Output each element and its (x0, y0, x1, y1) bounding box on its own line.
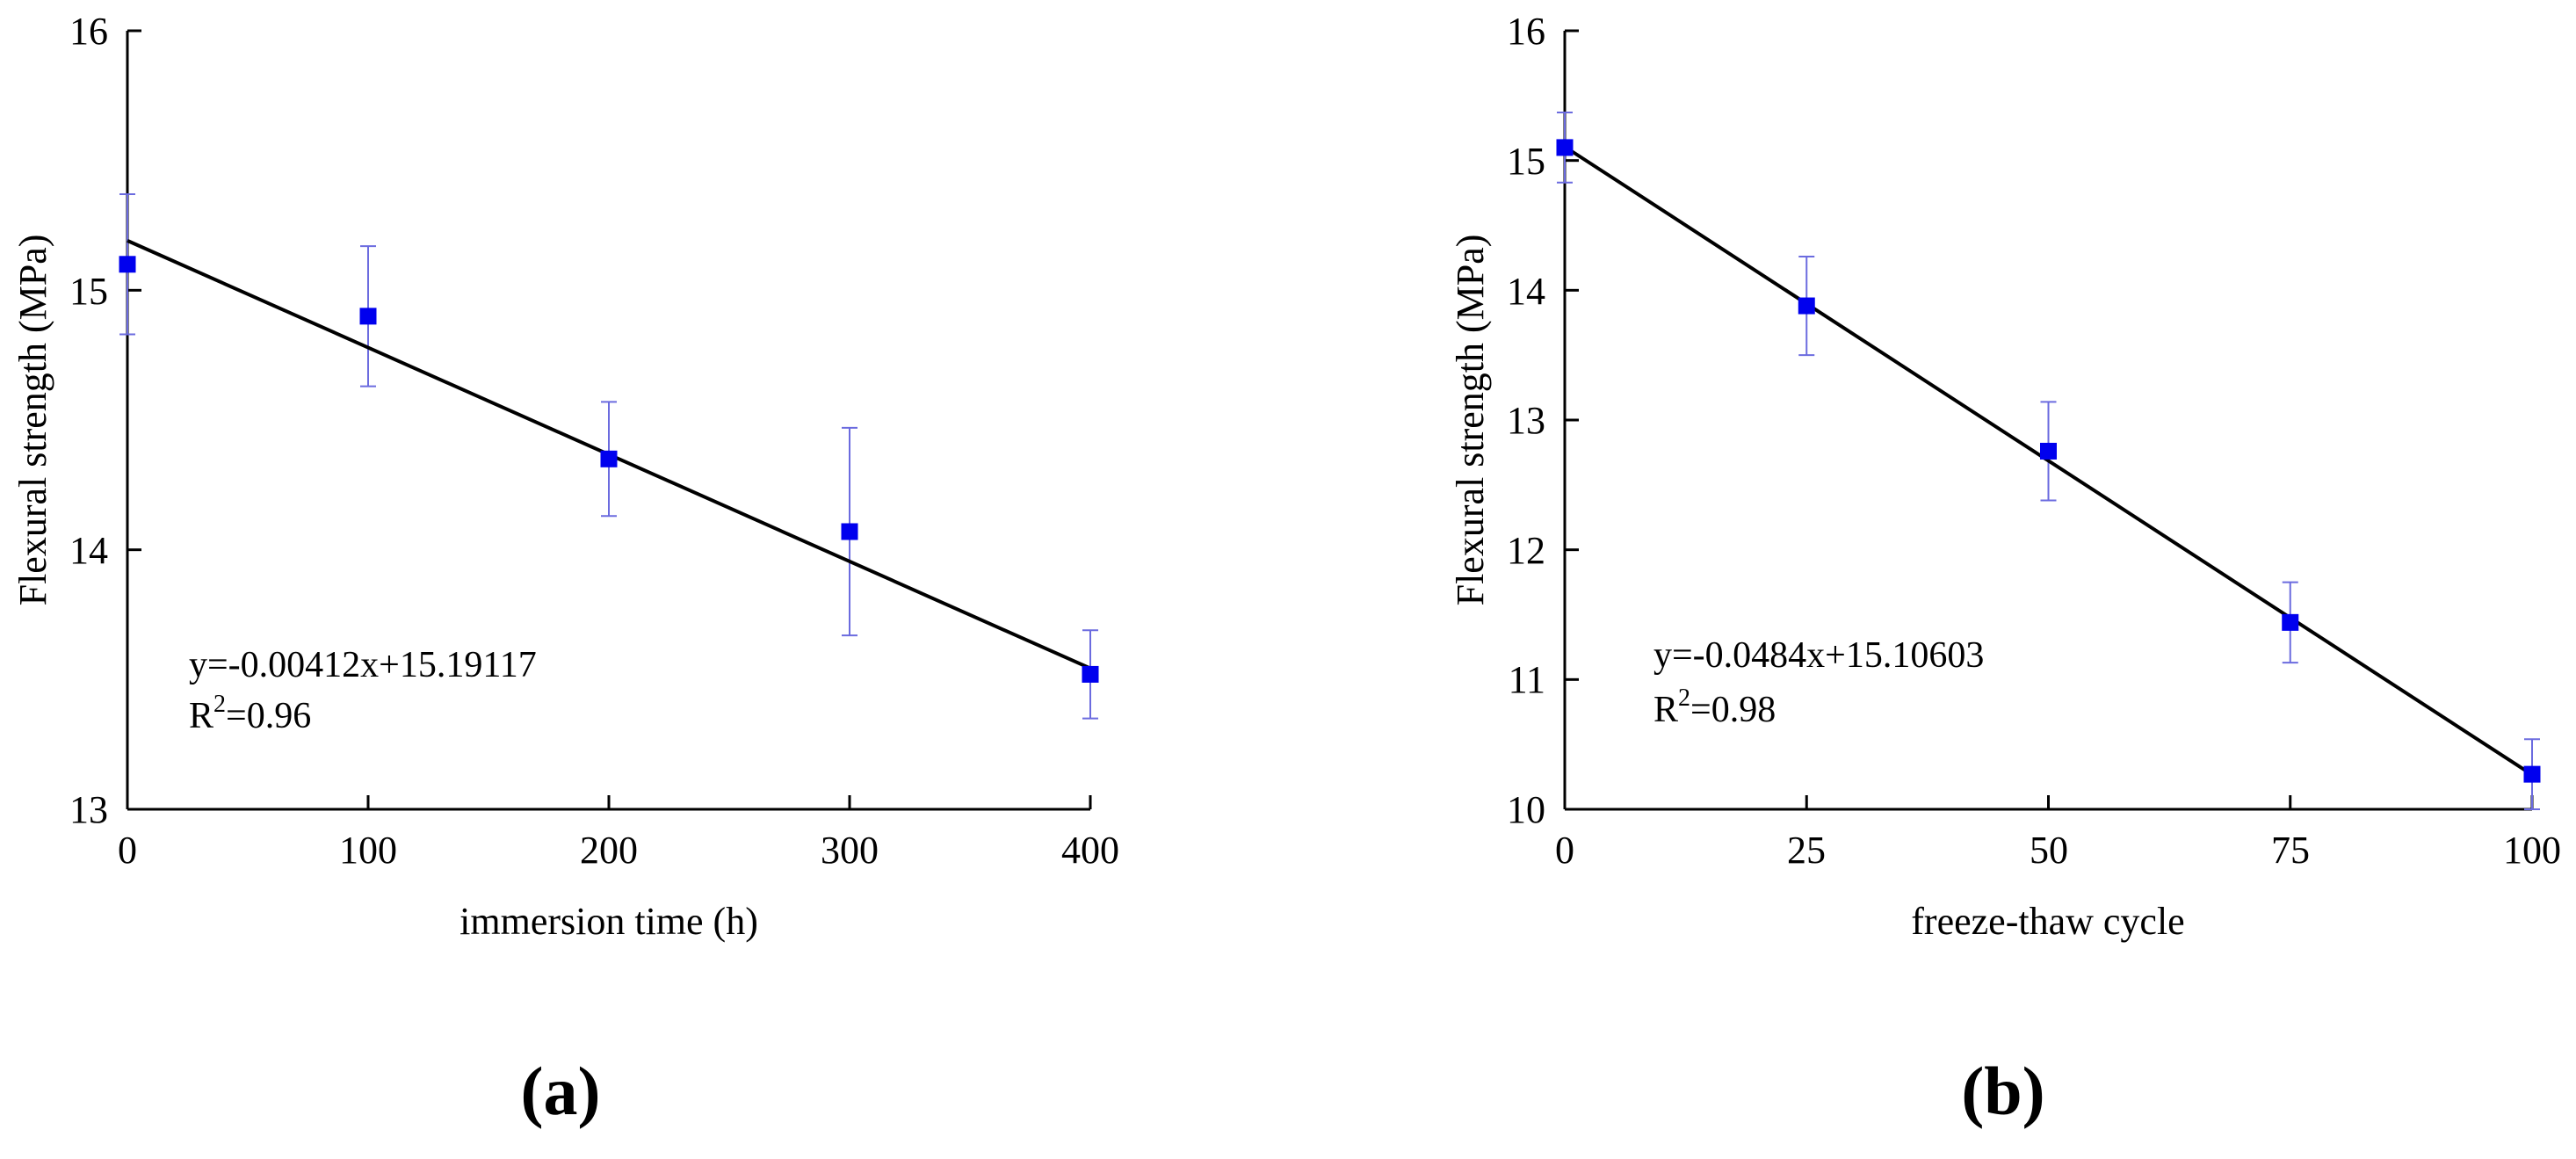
chart-b-y-axis-title: Flexural strength (MPa) (1449, 235, 1492, 606)
chart-a-data-point (119, 256, 136, 273)
chart-b-data-point (2040, 442, 2057, 460)
chart-a-data-point (600, 450, 618, 467)
chart-b-r-squared-exponent: 2 (1678, 685, 1690, 712)
chart-a-panel-label: (a) (521, 1053, 601, 1129)
chart-b-fit-line (1563, 145, 2534, 777)
chart-b-r-squared: R2=0.98 (1653, 685, 1776, 730)
chart-b-x-tick-label: 100 (2503, 829, 2561, 872)
chart-b-x-tick-label: 75 (2271, 829, 2310, 872)
chart-b-y-tick-label: 14 (1507, 270, 1545, 313)
chart-a-x-tick-label: 400 (1061, 829, 1119, 872)
chart-a-x-axis-title: immersion time (h) (459, 900, 758, 943)
chart-b-data-point (2282, 613, 2299, 631)
chart-b-data-point (1556, 139, 1574, 156)
chart-a-x-tick-label: 100 (339, 829, 397, 872)
chart-a-data-point (841, 523, 858, 540)
chart-a-y-tick-label: 13 (69, 788, 108, 831)
chart-a-x-tick-label: 200 (580, 829, 638, 872)
chart-b-x-tick-label: 25 (1787, 829, 1826, 872)
chart-a-y-tick-label: 14 (69, 529, 108, 572)
chart-a-y-axis-title: Flexural strength (MPa) (11, 235, 54, 606)
chart-a-data-point (1082, 665, 1099, 683)
chart-a-fit-equation: y=-0.00412x+15.19117 (189, 645, 537, 685)
chart-a-r-squared-value: =0.96 (226, 696, 311, 736)
chart-a-y-tick-label: 15 (69, 270, 108, 313)
chart-b-x-tick-label: 0 (1555, 829, 1574, 872)
chart-a-r-squared: R2=0.96 (189, 691, 311, 736)
chart-b: 10 11 12 13 14 15 16 0 25 50 75 100 free… (1449, 10, 2561, 1129)
chart-b-r-squared-value: =0.98 (1690, 690, 1776, 730)
chart-a-x-tick-label: 300 (821, 829, 879, 872)
chart-b-y-tick-label: 12 (1507, 529, 1545, 572)
chart-b-y-tick-label: 10 (1507, 788, 1545, 831)
chart-b-data-point (1798, 297, 1815, 315)
chart-b-panel-label: (b) (1961, 1053, 2044, 1129)
chart-a: 13 14 15 16 0 100 200 300 400 immersion … (11, 10, 1119, 1129)
chart-b-x-axis-title: freeze-thaw cycle (1911, 900, 2184, 943)
chart-a-x-tick-label: 0 (118, 829, 137, 872)
chart-b-r-squared-prefix: R (1653, 690, 1678, 730)
chart-b-y-tick-label: 13 (1507, 399, 1545, 442)
chart-b-data-point (2523, 765, 2541, 783)
chart-b-x-tick-label: 50 (2030, 829, 2068, 872)
chart-a-y-tick-label: 16 (69, 10, 108, 53)
chart-a-r-squared-exponent: 2 (213, 691, 226, 718)
chart-b-y-tick-label: 16 (1507, 10, 1545, 53)
chart-b-y-tick-label: 11 (1509, 658, 1545, 701)
chart-b-y-tick-label: 15 (1507, 140, 1545, 183)
chart-a-data-point (359, 308, 377, 325)
chart-a-r-squared-prefix: R (189, 696, 213, 736)
chart-b-fit-equation: y=-0.0484x+15.10603 (1653, 635, 1984, 676)
